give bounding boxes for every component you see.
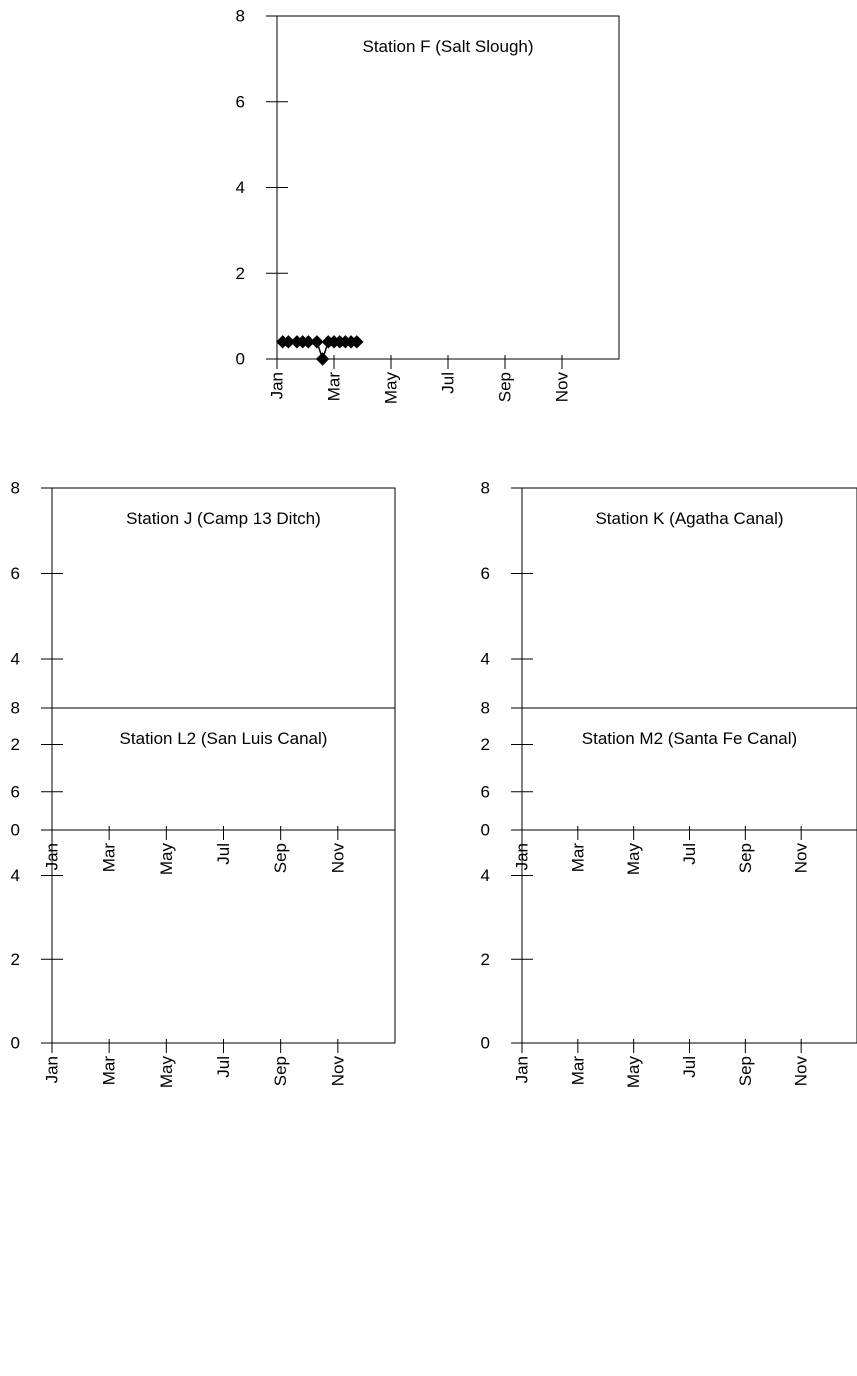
y-tick-label: 8 [481, 479, 490, 498]
y-tick-label: 6 [481, 564, 490, 583]
chart-title: Station J (Camp 13 Ditch) [126, 509, 321, 528]
y-tick-label: 2 [481, 735, 490, 754]
x-tick-label: Sep [736, 1056, 755, 1086]
data-point [310, 335, 324, 349]
y-tick-label: 0 [11, 1034, 20, 1053]
y-tick-label: 4 [11, 866, 20, 885]
chart-panel: 0 2 4 6 8 Jan Mar May Jul Sep Nov Station L2 (San L… [11, 699, 396, 1089]
y-tick-label: 0 [11, 821, 20, 840]
x-tick-label: Jul [214, 843, 233, 865]
chart-title: Station F (Salt Slough) [362, 37, 533, 56]
y-tick-label: 2 [481, 950, 490, 969]
chart-title: Station K (Agatha Canal) [595, 509, 783, 528]
y-tick-label: 0 [481, 821, 490, 840]
y-tick-label: 0 [481, 1034, 490, 1053]
x-tick-label: Mar [568, 1056, 587, 1086]
y-tick-label: 6 [481, 782, 490, 801]
data-point [315, 352, 330, 366]
y-tick-label: 2 [236, 264, 245, 283]
x-tick-label: Jul [439, 372, 458, 394]
y-tick-label: 6 [11, 782, 20, 801]
x-tick-label: Nov [553, 372, 572, 403]
chart-title: Station M2 (Santa Fe Canal) [582, 729, 797, 748]
chart-panel: 0 2 4 6 8 Jan Mar May Jul Sep Nov Station M2 (Santa… [481, 699, 857, 1089]
x-tick-label: May [157, 843, 176, 876]
y-tick-label: 8 [11, 699, 20, 718]
x-tick-label: Nov [792, 843, 811, 874]
x-tick-label: May [382, 372, 401, 405]
x-tick-label: Mar [325, 372, 344, 402]
y-tick-label: 8 [11, 479, 20, 498]
x-tick-label: May [157, 1056, 176, 1089]
plot-frame [276, 15, 620, 360]
x-tick-label: May [624, 843, 643, 876]
plot-frame [51, 707, 396, 1044]
chart-title: Station L2 (San Luis Canal) [120, 729, 328, 748]
x-tick-label: Nov [328, 1056, 347, 1087]
x-tick-label: Nov [328, 843, 347, 874]
plot-frame [521, 487, 857, 831]
y-tick-label: 6 [236, 92, 245, 111]
y-tick-label: 8 [236, 7, 245, 26]
x-tick-label: Sep [496, 372, 515, 402]
y-tick-label: 4 [481, 650, 490, 669]
chart-panel: 0 2 4 6 8 Jan Mar May Jul Sep Nov Station F (Salt S… [236, 7, 620, 405]
x-tick-label: Jul [680, 843, 699, 865]
x-tick-label: Mar [100, 1056, 119, 1086]
x-tick-label: Sep [736, 843, 755, 873]
x-tick-label: Jul [214, 1056, 233, 1078]
y-tick-label: 2 [11, 735, 20, 754]
x-tick-label: Jan [43, 1056, 62, 1083]
x-tick-label: Mar [100, 843, 119, 873]
y-tick-label: 2 [11, 950, 20, 969]
x-tick-label: Jul [680, 1056, 699, 1078]
y-tick-label: 0 [236, 350, 245, 369]
x-tick-label: Sep [271, 843, 290, 873]
x-tick-label: Mar [568, 843, 587, 873]
x-tick-label: Jan [268, 372, 287, 399]
y-tick-label: 6 [11, 564, 20, 583]
x-tick-label: Nov [792, 1056, 811, 1087]
x-tick-label: May [624, 1056, 643, 1089]
plot-frame [51, 487, 396, 831]
y-tick-label: 4 [236, 178, 245, 197]
x-tick-label: Jan [513, 1056, 532, 1083]
plot-frame [521, 707, 857, 1044]
x-tick-label: Sep [271, 1056, 290, 1086]
data-point [350, 335, 364, 349]
y-tick-label: 8 [481, 699, 490, 718]
y-tick-label: 4 [481, 866, 490, 885]
y-tick-label: 4 [11, 650, 20, 669]
